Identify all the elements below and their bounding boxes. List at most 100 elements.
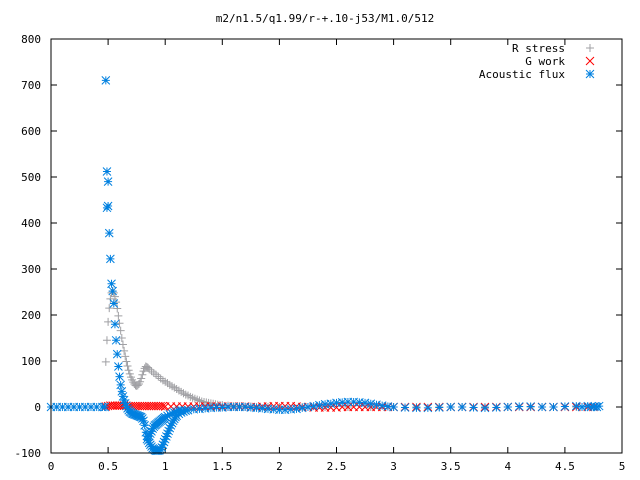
- data-point: [235, 402, 244, 412]
- data-point: [212, 403, 221, 412]
- data-point: [252, 403, 261, 413]
- data-point: [114, 311, 123, 320]
- data-point: [135, 401, 145, 411]
- data-point: [412, 403, 421, 413]
- data-point: [492, 403, 501, 412]
- x-tick-label: 0: [48, 460, 55, 473]
- data-point: [149, 368, 158, 377]
- y-tick-label: 300: [21, 263, 41, 276]
- data-point: [246, 403, 256, 412]
- x-tick-label: 1.5: [212, 460, 232, 473]
- data-point: [138, 401, 147, 411]
- data-point: [164, 426, 173, 436]
- data-point: [144, 401, 154, 411]
- data-point: [154, 372, 163, 381]
- y-tick-label: -100: [15, 447, 42, 460]
- data-point: [571, 401, 581, 411]
- legend-marker: [585, 56, 595, 66]
- data-point: [179, 407, 188, 416]
- data-point: [106, 254, 115, 264]
- data-point: [118, 340, 127, 349]
- data-point: [263, 404, 273, 414]
- y-tick-label: 700: [21, 79, 41, 92]
- data-point: [139, 416, 148, 426]
- data-point: [140, 401, 149, 411]
- x-tick-label: 3.5: [441, 460, 461, 473]
- legend-marker: [585, 69, 595, 79]
- data-point: [165, 410, 175, 419]
- data-point: [592, 402, 602, 412]
- data-point: [102, 336, 111, 345]
- data-point: [446, 402, 456, 412]
- data-point: [257, 404, 267, 413]
- data-point: [514, 402, 524, 411]
- data-point: [147, 427, 156, 436]
- data-point: [120, 346, 129, 355]
- data-point: [103, 201, 113, 211]
- data-point: [147, 401, 156, 411]
- data-point: [183, 405, 193, 415]
- data-point: [400, 403, 410, 412]
- data-point: [63, 402, 73, 412]
- data-point: [117, 387, 127, 396]
- data-marks: [46, 76, 604, 456]
- data-point: [122, 401, 131, 411]
- legend-label: R stress: [512, 42, 565, 55]
- y-tick-label: 200: [21, 309, 41, 322]
- data-point: [138, 370, 147, 379]
- legend-label: Acoustic flux: [479, 68, 565, 81]
- data-point: [104, 317, 113, 326]
- data-point: [383, 402, 393, 411]
- data-point: [537, 402, 547, 412]
- data-point: [280, 405, 290, 415]
- data-point: [124, 366, 133, 375]
- data-point: [560, 402, 570, 411]
- data-point: [108, 401, 118, 410]
- data-point: [583, 401, 593, 411]
- data-point: [100, 402, 110, 412]
- y-tick-label: 800: [21, 33, 41, 46]
- data-point: [286, 404, 296, 414]
- x-tick-label: 0.5: [98, 460, 118, 473]
- x-tick-label: 4.5: [555, 460, 575, 473]
- data-point: [92, 402, 102, 412]
- data-point: [120, 398, 130, 408]
- data-point: [229, 402, 239, 412]
- data-point: [116, 326, 125, 335]
- data-point: [104, 228, 114, 238]
- x-tick-label: 5: [619, 460, 626, 473]
- data-point: [110, 319, 120, 329]
- y-tick-label: 500: [21, 171, 41, 184]
- data-point: [111, 335, 121, 345]
- data-point: [349, 397, 358, 407]
- data-point: [309, 401, 319, 411]
- data-point: [354, 398, 364, 407]
- data-point: [206, 403, 216, 413]
- data-point: [190, 394, 199, 403]
- data-point: [144, 363, 153, 372]
- data-point: [101, 357, 110, 366]
- y-tick-label: 600: [21, 125, 41, 138]
- data-point: [110, 401, 120, 410]
- data-point: [469, 403, 478, 412]
- data-point: [169, 408, 179, 417]
- data-point: [102, 167, 112, 176]
- data-point: [292, 404, 301, 414]
- data-point: [105, 304, 114, 313]
- data-point: [163, 411, 172, 421]
- data-point: [320, 399, 330, 409]
- data-point: [115, 372, 124, 381]
- data-point: [176, 408, 186, 417]
- data-point: [160, 412, 170, 422]
- data-point: [163, 429, 172, 439]
- data-point: [114, 362, 123, 371]
- data-point: [119, 395, 129, 405]
- data-point: [136, 377, 145, 386]
- data-point: [103, 177, 113, 186]
- series-r-stress: [101, 287, 598, 411]
- data-point: [158, 401, 168, 411]
- data-point: [144, 431, 154, 441]
- data-point: [366, 399, 376, 409]
- data-point: [165, 423, 175, 433]
